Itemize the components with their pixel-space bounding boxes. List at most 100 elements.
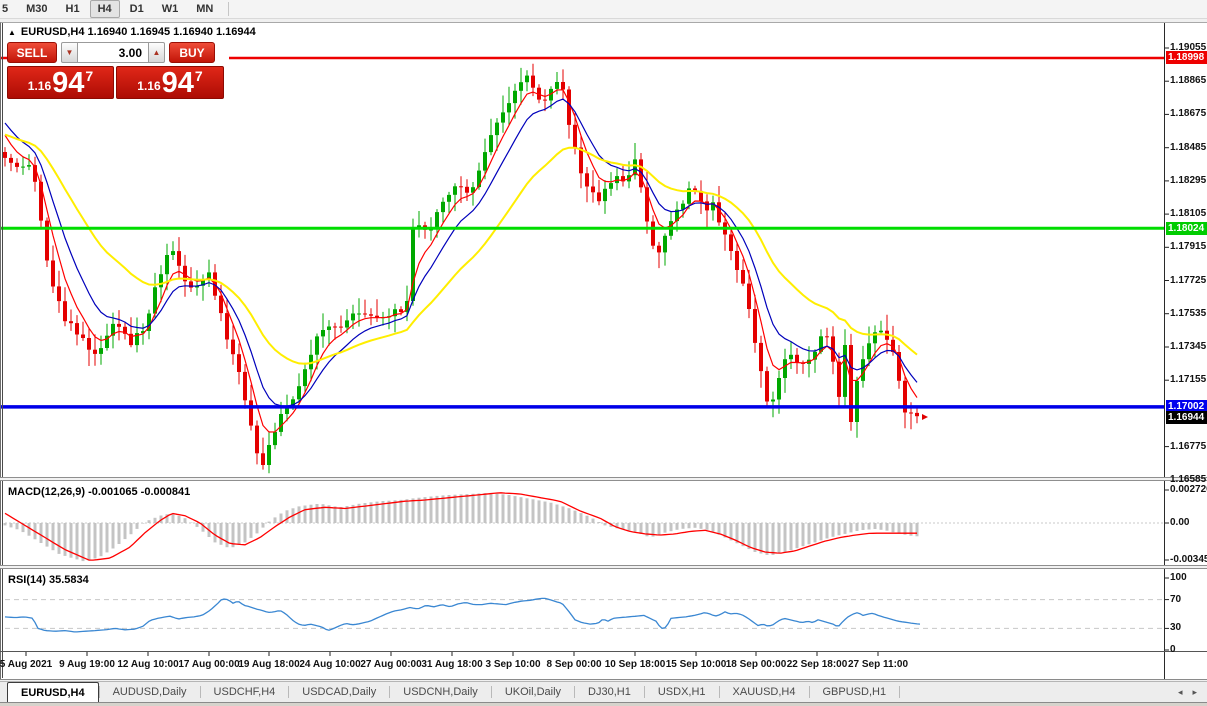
macd-axis-label: 0.002726 <box>1170 484 1207 495</box>
price-axis-label: 1.17915 <box>1170 241 1207 252</box>
buy-price-big: 94 <box>161 67 194 99</box>
chart-tab-usdx[interactable]: USDX,H1 <box>657 686 706 698</box>
price-axis-label: 1.18105 <box>1170 208 1207 219</box>
price-axis-label: 1.18675 <box>1170 108 1207 119</box>
chart-tab-usdchf[interactable]: USDCHF,H4 <box>213 686 276 698</box>
chart-tab-eurusd[interactable]: EURUSD,H4 <box>7 682 99 702</box>
toolbar-separator <box>228 2 230 16</box>
volume-increase-button[interactable]: ▲ <box>148 42 165 63</box>
time-axis-label: 3 Sep 10:00 <box>485 659 541 670</box>
volume-input[interactable]: 3.00 <box>78 42 148 63</box>
time-axis-label: 31 Aug 18:00 <box>421 659 483 670</box>
buy-button[interactable]: BUY <box>169 42 215 63</box>
arrow-down-icon: ▼ <box>65 48 74 57</box>
chart-left-border <box>2 23 3 678</box>
one-click-trading-panel: SELL ▼ 3.00 ▲ BUY 1.16 94 7 1.16 94 7 <box>7 42 229 101</box>
time-axis-label: 9 Aug 19:00 <box>59 659 115 670</box>
timeframe-button-h4[interactable]: H4 <box>89 0 120 18</box>
time-axis-top-line <box>0 651 1207 652</box>
chart-tab-usdcad[interactable]: USDCAD,Daily <box>302 686 377 698</box>
sell-button[interactable]: SELL <box>7 42 57 63</box>
price-badge: 1.17002 <box>1166 400 1207 413</box>
price-badge: 1.18998 <box>1166 51 1207 64</box>
tab-separator <box>899 686 901 698</box>
price-axis-label: 1.17345 <box>1170 341 1207 352</box>
time-axis-label: 18 Sep 00:00 <box>725 659 787 670</box>
arrow-up-icon: ▲ <box>152 48 161 57</box>
chart-symbol-title: ▲ EURUSD,H4 1.16940 1.16945 1.16940 1.16… <box>8 26 256 38</box>
volume-decrease-button[interactable]: ▼ <box>61 42 78 63</box>
time-axis-label: 22 Sep 18:00 <box>786 659 848 670</box>
tab-separator <box>98 686 100 698</box>
timeframe-button-w1[interactable]: W1 <box>161 3 179 15</box>
tab-separator <box>199 686 201 698</box>
chart-tab-xauusd[interactable]: XAUUSD,H4 <box>732 686 796 698</box>
price-badge: 1.18024 <box>1166 222 1207 235</box>
macd-indicator-label: MACD(12,26,9) -0.001065 -0.000841 <box>8 486 191 498</box>
chart-tab-gbpusd[interactable]: GBPUSD,H1 <box>822 686 887 698</box>
price-axis-label: 1.18485 <box>1170 142 1207 153</box>
tab-separator <box>808 686 810 698</box>
time-axis-label: 15 Sep 10:00 <box>665 659 727 670</box>
collapse-trade-panel-icon[interactable]: ▲ <box>8 27 16 37</box>
panel-splitter-rsi[interactable] <box>0 565 1207 569</box>
chart-tab-ukoil[interactable]: UKOil,Daily <box>504 686 562 698</box>
rsi-axis-label: 70 <box>1170 594 1182 605</box>
time-axis-label: 19 Aug 18:00 <box>238 659 300 670</box>
price-axis-label: 1.17155 <box>1170 374 1207 385</box>
tab-separator <box>490 686 492 698</box>
price-axis-label: 1.17535 <box>1170 308 1207 319</box>
price-axis-label: 1.17725 <box>1170 275 1207 286</box>
tab-separator <box>288 686 290 698</box>
sell-price-prefix: 1.16 <box>27 79 52 93</box>
tab-scroll-left-icon[interactable]: ◂ <box>1177 686 1183 697</box>
price-axis-label: 1.19055 <box>1170 42 1207 53</box>
sell-price-pip: 7 <box>85 68 94 84</box>
chart-tab-audusd[interactable]: AUDUSD,Daily <box>112 686 187 698</box>
rsi-axis-label: 0 <box>1170 644 1176 655</box>
rsi-axis-label: 30 <box>1170 622 1182 633</box>
chart-window <box>0 22 1207 680</box>
symbol-ohlc-text: EURUSD,H4 1.16940 1.16945 1.16940 1.1694… <box>20 26 256 38</box>
tab-separator <box>643 686 645 698</box>
buy-price-tile[interactable]: 1.16 94 7 <box>116 66 224 99</box>
time-axis-label: 10 Sep 18:00 <box>604 659 666 670</box>
tab-separator <box>389 686 391 698</box>
time-axis-label: 12 Aug 10:00 <box>117 659 179 670</box>
chart-tab-bar: EURUSD,H4 AUDUSD,Daily USDCHF,H4 USDCAD,Dai… <box>0 681 1207 703</box>
time-axis-label: 24 Aug 10:00 <box>299 659 361 670</box>
chart-tab-usdcnh[interactable]: USDCNH,Daily <box>403 686 478 698</box>
buy-price-prefix: 1.16 <box>137 79 161 93</box>
timeframe-button-d1[interactable]: D1 <box>129 3 144 15</box>
price-axis-label: 1.16775 <box>1170 441 1207 452</box>
chart-tab-dj30[interactable]: DJ30,H1 <box>588 686 631 698</box>
window-bottom-strip <box>0 703 1207 706</box>
price-axis-line[interactable] <box>1164 23 1165 679</box>
panel-splitter-macd[interactable] <box>0 477 1207 481</box>
rsi-indicator-label: RSI(14) 35.5834 <box>8 574 89 586</box>
timeframe-toolbar: 5 M30 H1 H4 D1 W1 MN <box>0 0 1207 19</box>
time-axis-label: 8 Sep 00:00 <box>546 659 602 670</box>
timeframe-button-m30[interactable]: M30 <box>26 3 48 15</box>
time-axis-label: 5 Aug 2021 <box>0 659 53 670</box>
timeframe-button-mn[interactable]: MN <box>196 3 214 15</box>
timeframe-button-5[interactable]: 5 <box>2 3 9 15</box>
sell-price-big: 94 <box>52 67 85 99</box>
buy-price-pip: 7 <box>194 68 203 84</box>
time-axis-label: 17 Aug 00:00 <box>178 659 240 670</box>
macd-axis-label: 0.00 <box>1170 517 1190 528</box>
time-axis-label: 27 Sep 11:00 <box>847 659 909 670</box>
time-axis-label: 27 Aug 00:00 <box>360 659 422 670</box>
sell-price-tile[interactable]: 1.16 94 7 <box>7 66 114 99</box>
rsi-axis-label: 100 <box>1170 572 1187 583</box>
price-axis-label: 1.18865 <box>1170 75 1207 86</box>
timeframe-button-h1[interactable]: H1 <box>65 3 80 15</box>
price-axis-label: 1.18295 <box>1170 175 1207 186</box>
tab-scroll-right-icon[interactable]: ▸ <box>1192 686 1197 697</box>
chart-bottom-line <box>0 679 1207 680</box>
price-badge: 1.16944 <box>1166 411 1207 424</box>
price-axis-label: 1.16585 <box>1170 474 1207 485</box>
tab-separator <box>718 686 720 698</box>
